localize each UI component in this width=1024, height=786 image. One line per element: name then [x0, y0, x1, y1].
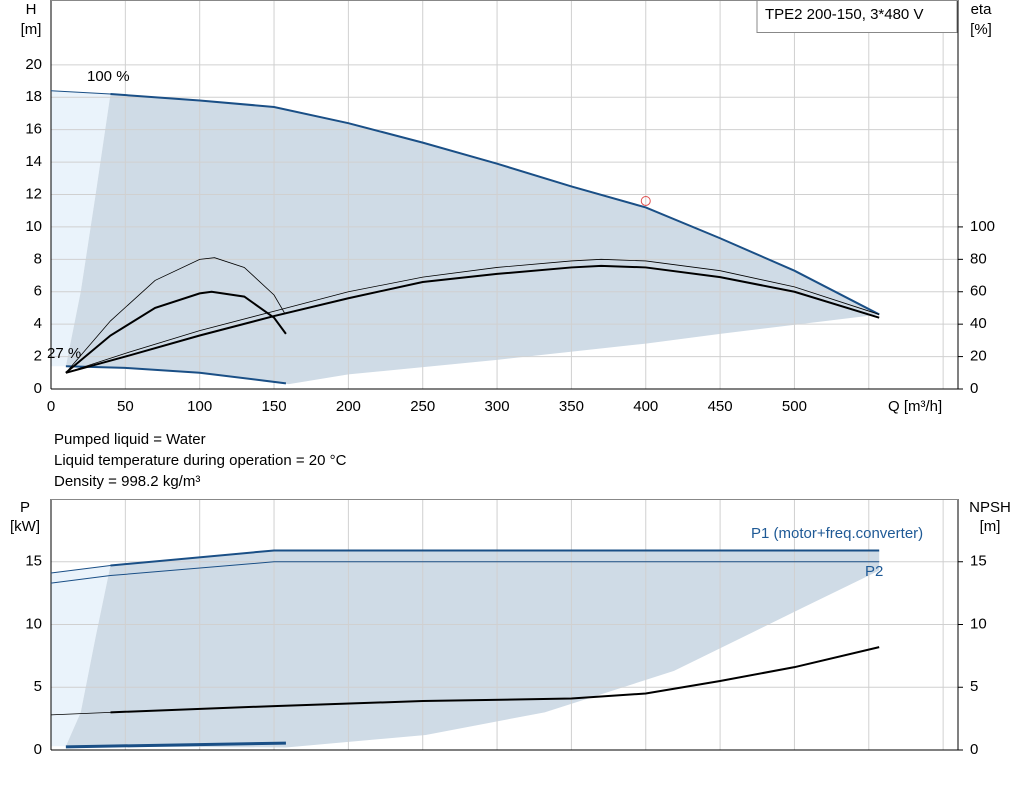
- duty-point: [640, 195, 651, 206]
- y-tick-label: 0: [34, 380, 42, 397]
- y2-axis-unit: [%]: [970, 21, 992, 38]
- curve: [65, 257, 285, 374]
- y-tick-label: 12: [25, 185, 42, 202]
- y-tick-label: 14: [25, 153, 42, 170]
- legend-box: [756, 0, 958, 33]
- y-tick-label: 20: [25, 56, 42, 73]
- operating-area: [51, 90, 111, 390]
- y2-tick-label: 20: [970, 348, 987, 365]
- curve: [50, 561, 880, 584]
- y-tick-label: 8: [34, 250, 42, 267]
- y2-axis-label: NPSH: [969, 499, 1011, 516]
- y-tick-label: 15: [25, 553, 42, 570]
- y2-tick-label: 10: [970, 615, 987, 632]
- note: Pumped liquid = Water: [54, 431, 206, 448]
- chart-title: TPE2 200-150, 3*480 V: [765, 6, 923, 23]
- y2-tick-label: 5: [970, 678, 978, 695]
- operating-area: [65, 94, 880, 385]
- operating-area: [51, 565, 111, 747]
- curve-label: 27 %: [47, 345, 81, 362]
- x-tick-label: 350: [559, 398, 584, 415]
- curve: [50, 90, 111, 95]
- y-tick-label: 6: [34, 283, 42, 300]
- y2-axis-label: eta: [971, 1, 993, 18]
- y-tick-label: 2: [34, 348, 42, 365]
- curve: [65, 264, 880, 374]
- curve: [65, 741, 286, 749]
- curve-label: P1 (motor+freq.converter): [751, 525, 923, 542]
- x-tick-label: 100: [187, 398, 212, 415]
- y2-tick-label: 15: [970, 553, 987, 570]
- y2-tick-label: 0: [970, 741, 978, 758]
- x-tick-label: 300: [485, 398, 510, 415]
- y-tick-label: 10: [25, 218, 42, 235]
- y2-axis-unit: [m]: [980, 518, 1001, 535]
- y2-tick-label: 100: [970, 218, 995, 235]
- y2-tick-label: 40: [970, 315, 987, 332]
- x-tick-label: 250: [410, 398, 435, 415]
- curve-label: 100 %: [87, 68, 130, 85]
- y-tick-label: 16: [25, 121, 42, 138]
- x-tick-label: 200: [336, 398, 361, 415]
- x-tick-label: 500: [782, 398, 807, 415]
- curve: [110, 93, 880, 316]
- x-axis-label: Q [m³/h]: [888, 398, 942, 415]
- curve: [65, 258, 880, 374]
- y-tick-label: 18: [25, 88, 42, 105]
- y2-tick-label: 60: [970, 283, 987, 300]
- x-tick-label: 150: [262, 398, 287, 415]
- curve: [65, 365, 287, 385]
- x-tick-label: 450: [708, 398, 733, 415]
- curve: [110, 549, 880, 567]
- curve-label: P2: [865, 563, 883, 580]
- curve: [65, 290, 287, 374]
- y-axis-label: H: [26, 1, 37, 18]
- performance-chart: 0 50 100 150 200 250 300 350 400 450 5000246810121…: [25, 0, 995, 415]
- y-tick-label: 0: [34, 741, 42, 758]
- x-tick-label: 0: [47, 398, 55, 415]
- y-tick-label: 4: [34, 315, 42, 332]
- curve: [50, 711, 111, 716]
- y2-tick-label: 0: [970, 380, 978, 397]
- y-tick-label: 10: [25, 615, 42, 632]
- y-tick-label: 5: [34, 678, 42, 695]
- note: Liquid temperature during operation = 20…: [54, 452, 347, 469]
- y-axis-unit: [m]: [21, 21, 42, 38]
- y2-tick-label: 80: [970, 250, 987, 267]
- x-tick-label: 50: [117, 398, 134, 415]
- note: Density = 998.2 kg/m³: [54, 473, 200, 490]
- curve: [50, 565, 111, 574]
- power-chart: 0 5 10 15 0 5 10 15: [25, 499, 987, 758]
- operating-area: [65, 550, 880, 748]
- y-axis-label: P: [20, 499, 30, 516]
- y-axis-unit: [kW]: [10, 518, 40, 535]
- curve: [110, 646, 880, 714]
- x-tick-label: 400: [633, 398, 658, 415]
